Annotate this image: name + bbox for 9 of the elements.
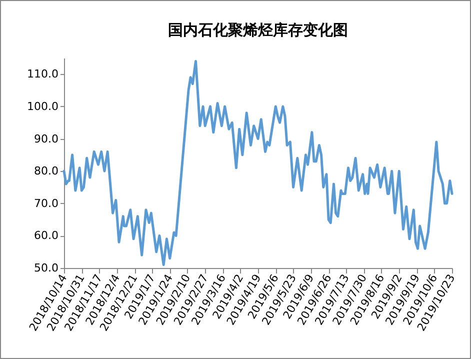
y-tick-label: 70.0 (34, 196, 58, 210)
y-tick-label: 60.0 (34, 229, 58, 242)
y-tick-label: 80.0 (34, 164, 58, 178)
y-tick-label: 50.0 (34, 262, 58, 274)
y-tick-label: 90.0 (34, 132, 58, 146)
line-series (62, 60, 454, 266)
chart-title: 国内石化聚烯烃库存变化图 (168, 21, 348, 39)
y-tick-label: 110.0 (27, 68, 58, 81)
y-tick-label: 100.0 (27, 100, 58, 113)
